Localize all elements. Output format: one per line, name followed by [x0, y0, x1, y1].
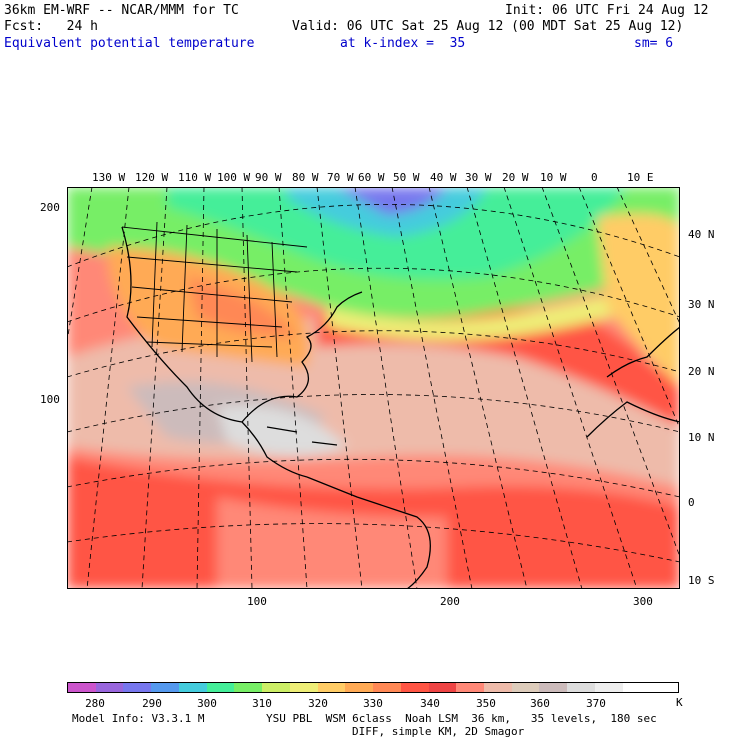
color-bar-swatch [400, 683, 429, 692]
color-bar-label: 330 [363, 697, 383, 710]
color-bar-label: 320 [308, 697, 328, 710]
longitude-label: 100 W [217, 171, 251, 184]
longitude-label: 40 W [430, 171, 457, 184]
color-bar-label: 280 [85, 697, 105, 710]
color-bar-swatch [650, 683, 679, 692]
color-bar-swatch [289, 683, 318, 692]
color-bar-label: 310 [252, 697, 272, 710]
smoothing-info: sm= 6 [634, 36, 674, 51]
color-bar-label: 300 [197, 697, 217, 710]
model-info: Model Info: V3.3.1 M [72, 712, 205, 725]
diffusion-info: DIFF, simple KM, 2D Smagor [352, 725, 525, 738]
color-bar-swatch [262, 683, 290, 692]
latitude-label: 10 N [688, 431, 715, 444]
latitude-label: 30 N [688, 298, 715, 311]
valid-time: Valid: 06 UTC Sat 25 Aug 12 (00 MDT Sat … [292, 19, 684, 34]
grid-y-label: 100 [40, 393, 60, 406]
color-bar-swatch [456, 683, 485, 692]
grid-y-label: 200 [40, 201, 60, 214]
color-bar-label: 350 [476, 697, 496, 710]
grid-x-label: 300 [633, 595, 653, 608]
color-bar-swatch [428, 683, 457, 692]
color-bar-swatch [317, 683, 346, 692]
latitude-label: 0 [688, 496, 695, 509]
level-info: at k-index = 35 [340, 36, 466, 51]
color-bar-label: 340 [420, 697, 440, 710]
longitude-label: 70 W [327, 171, 354, 184]
grid-x-label: 200 [440, 595, 460, 608]
field-name: Equivalent potential temperature [4, 36, 255, 51]
unit-label: K [676, 696, 683, 709]
longitude-label: 50 W [393, 171, 420, 184]
init-time: Init: 06 UTC Fri 24 Aug 12 [505, 3, 709, 18]
longitude-label: 30 W [465, 171, 492, 184]
latitude-label: 20 N [688, 365, 715, 378]
longitude-label: 90 W [255, 171, 282, 184]
color-bar-label: 370 [586, 697, 606, 710]
color-bar-swatch [622, 683, 651, 692]
model-title: 36km EM-WRF -- NCAR/MMM for TC [4, 3, 239, 18]
color-bar-swatch [567, 683, 595, 692]
color-bar [67, 682, 679, 693]
physics-info: YSU PBL WSM 6class Noah LSM 36 km, 35 le… [266, 712, 657, 725]
longitude-label: 110 W [178, 171, 212, 184]
longitude-label: 10 W [540, 171, 567, 184]
color-bar-swatch [511, 683, 540, 692]
color-bar-swatch [373, 683, 401, 692]
color-bar-swatch [234, 683, 263, 692]
longitude-label: 80 W [292, 171, 319, 184]
color-bar-label: 290 [142, 697, 162, 710]
color-bar-swatch [151, 683, 179, 692]
color-bar-swatch [95, 683, 124, 692]
longitude-label: 120 W [135, 171, 169, 184]
latitude-label: 40 N [688, 228, 715, 241]
color-bar-swatch [594, 683, 623, 692]
forecast-hour: Fcst: 24 h [4, 19, 98, 34]
longitude-label: 20 W [502, 171, 529, 184]
latitude-label: 10 S [688, 574, 715, 587]
color-bar-label: 360 [530, 697, 550, 710]
color-bar-swatch [178, 683, 207, 692]
longitude-label: 10 E [627, 171, 654, 184]
color-bar-swatch [484, 683, 512, 692]
color-bar-swatch [539, 683, 568, 692]
theta-e-map [67, 187, 680, 589]
longitude-label: 130 W [92, 171, 126, 184]
color-bar-swatch [123, 683, 152, 692]
color-bar-swatch [345, 683, 374, 692]
longitude-label: 60 W [358, 171, 385, 184]
color-bar-swatch [206, 683, 235, 692]
color-bar-swatch [68, 683, 96, 692]
grid-x-label: 100 [247, 595, 267, 608]
longitude-label: 0 [591, 171, 598, 184]
